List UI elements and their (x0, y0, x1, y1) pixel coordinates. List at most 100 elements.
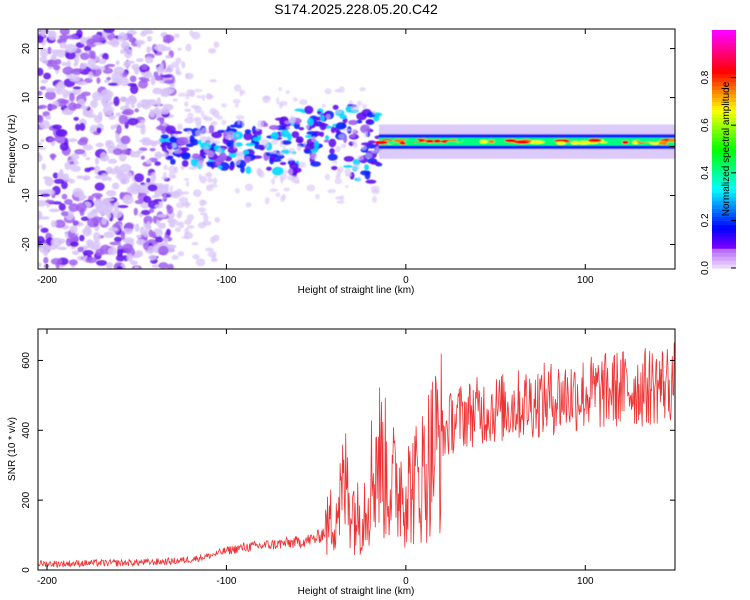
spectrogram-cell (93, 42, 103, 46)
spectrogram-cell (314, 140, 320, 149)
colorbar-segment (712, 164, 736, 170)
spectrogram-cell (73, 116, 79, 121)
spectrogram-cell (119, 49, 125, 55)
spectrogram-cell (363, 131, 369, 138)
x-tick-label: 100 (577, 576, 594, 587)
spectrogram-cell (324, 135, 330, 141)
spectrogram-cell (528, 140, 545, 144)
spectrogram-cell (58, 203, 66, 211)
spectrogram-cell (311, 136, 317, 143)
spectrogram-cell (335, 109, 342, 114)
spectrogram-cell (95, 259, 108, 266)
spectrogram-cell (364, 152, 373, 159)
spectrogram-cell (154, 204, 163, 209)
spectrogram-cell (135, 234, 142, 239)
spectrogram-cell (276, 152, 286, 156)
spectrogram-cell (456, 138, 463, 143)
spectrogram-cell (40, 227, 49, 233)
spectrogram-cell (107, 82, 118, 86)
spectrogram-cell (365, 119, 374, 124)
spectrogram-cell (286, 157, 294, 161)
spectrogram-cell (178, 196, 189, 203)
spectrogram-cell (76, 202, 87, 213)
spectrogram-cell (38, 106, 44, 110)
spectrogram-cell (488, 139, 495, 144)
spectrogram-cell (76, 81, 88, 86)
spectrogram-cell (72, 86, 82, 90)
spectrogram-cell (208, 48, 217, 54)
spectrogram-cell (84, 224, 91, 235)
spectrogram-cell (339, 195, 345, 201)
spectrogram-cell (123, 60, 132, 68)
spectrogram-cell (570, 141, 579, 145)
spectrogram-cell (173, 149, 183, 154)
spectrogram-cell (347, 119, 358, 126)
colorbar-tick-label: 0.6 (700, 118, 711, 132)
spectrogram-cell (270, 131, 279, 140)
spectrogram-cell (143, 71, 153, 79)
spectrogram-cell (310, 152, 318, 160)
colorbar-segment (712, 220, 736, 225)
spectrogram-cell (116, 124, 122, 135)
spectrogram-cell (113, 148, 123, 156)
snr-panel: -200 -100 0 100 0 200 400 600 Height of straigh… (7, 328, 676, 597)
colorbar-segment (712, 248, 736, 253)
spectrogram-cell (241, 119, 245, 128)
spectrogram-cell (177, 251, 185, 257)
spectrogram-cell (185, 43, 192, 52)
spectrogram-cell (69, 75, 81, 83)
spectrogram-cell (283, 187, 291, 192)
colorbar-segment (712, 57, 736, 63)
spectrogram-cell (226, 130, 236, 136)
colorbar-segment (712, 196, 736, 202)
spectrogram-cell (201, 127, 207, 133)
spectrogram-cell (165, 55, 172, 59)
spectrogram-cell (361, 145, 368, 151)
spectrogram-cell (206, 171, 213, 179)
spectrogram-cell (38, 153, 43, 163)
x-tick-label: 0 (403, 275, 409, 286)
spectrogram-cell (93, 239, 101, 250)
spectrogram-cell (60, 211, 69, 217)
colorbar-segment (712, 160, 736, 166)
spectrogram-cell (162, 39, 172, 43)
spectrogram-cell (289, 162, 299, 170)
spectrogram-cell (370, 185, 380, 193)
spectrogram-cell (266, 166, 272, 171)
spectrogram-cell (199, 136, 209, 143)
spectrogram-cell (101, 217, 107, 225)
spectrogram-cell (78, 196, 85, 202)
y-tick-label: 0 (21, 567, 32, 573)
spectrogram-cell (48, 30, 57, 41)
spectrogram-cell (80, 52, 90, 61)
spectrogram-cell (61, 181, 68, 190)
spectrogram-cell (91, 91, 102, 101)
colorbar-ticks: 0.0 0.2 0.4 0.6 0.8 (700, 70, 736, 275)
spectrogram-cell (149, 147, 156, 152)
spectrogram-cell (244, 183, 254, 192)
spectrogram-cell (57, 38, 62, 44)
spectrogram-cell (66, 34, 79, 40)
spectrogram-cell (40, 216, 50, 220)
spectrogram-cell (195, 129, 204, 137)
spectrogram-cell (62, 66, 74, 75)
spectrogram-cell (129, 260, 138, 266)
spectrogram-cell (100, 152, 107, 161)
spectrogram-cell (117, 204, 129, 209)
spectrogram-cell (69, 225, 78, 234)
spectrogram-cell (212, 177, 218, 184)
spectrogram-cell (305, 124, 310, 130)
colorbar-segment (712, 180, 736, 186)
spectrogram-cell (233, 84, 242, 92)
spectrogram-cell (146, 221, 151, 230)
spectrogram-cell (191, 153, 200, 160)
spectrogram-cell (120, 135, 131, 145)
spectrogram-cell (504, 138, 517, 143)
spectrogram-cell (52, 124, 62, 130)
colorbar-segment (712, 228, 736, 233)
spectrogram-cell (40, 193, 51, 197)
spectrogram-cell (364, 164, 369, 171)
spectrogram-cell (217, 147, 222, 156)
spectrogram-cell (54, 84, 61, 93)
snr-series-line (38, 342, 675, 568)
